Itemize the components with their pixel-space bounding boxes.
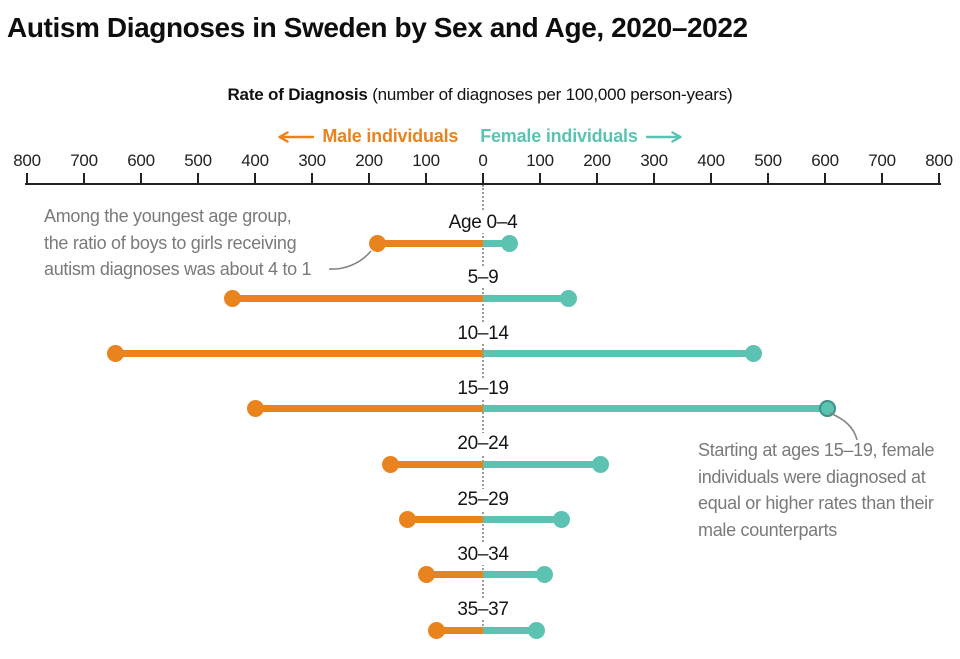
male-bar xyxy=(115,350,483,358)
male-bar xyxy=(407,516,483,523)
x-axis-title: Rate of Diagnosis (number of diagnoses p… xyxy=(0,85,960,105)
age-group-label: 15–19 xyxy=(452,377,514,399)
age-group-label: 20–24 xyxy=(452,433,514,455)
left-arrow-icon xyxy=(278,130,315,143)
axis-tick-mark xyxy=(482,173,484,183)
female-bar xyxy=(483,516,562,523)
axis-tick-mark xyxy=(83,173,85,183)
chart-title: Autism Diagnoses in Sweden by Sex and Ag… xyxy=(7,12,748,43)
axis-tick-mark xyxy=(197,173,199,183)
annotation-line: Among the youngest age group, xyxy=(44,206,292,226)
x-axis-line xyxy=(25,183,941,185)
axis-tick-mark xyxy=(767,173,769,183)
axis-tick-mark xyxy=(596,173,598,183)
male-dot xyxy=(427,621,445,639)
female-dot xyxy=(501,234,519,252)
female-bar xyxy=(483,571,545,579)
axis-tick-mark xyxy=(653,173,655,183)
x-axis-title-rest: (number of diagnoses per 100,000 person-… xyxy=(367,85,733,104)
male-bar xyxy=(436,626,483,634)
axis-tick-label: 400 xyxy=(697,151,725,170)
male-dot xyxy=(381,455,399,473)
age-group-label: Age 0–4 xyxy=(443,212,523,233)
axis-tick-mark xyxy=(254,173,256,183)
female-dot xyxy=(527,621,545,639)
age-group-label: 35–37 xyxy=(452,599,514,621)
annotation-line: the ratio of boys to girls receiving xyxy=(44,232,297,253)
female-bar xyxy=(483,626,536,634)
annotation-youngest-group: Among the youngest age group, the ratio … xyxy=(44,203,312,283)
male-bar xyxy=(255,405,483,413)
axis-tick-mark xyxy=(140,173,142,183)
axis-tick-mark xyxy=(425,173,427,183)
male-bar xyxy=(377,239,483,247)
age-group-label: 5–9 xyxy=(462,267,504,289)
male-dot xyxy=(223,289,241,307)
axis-tick-label: 300 xyxy=(640,151,668,170)
age-group-label: 25–29 xyxy=(452,488,514,510)
axis-tick-mark xyxy=(824,173,826,183)
axis-tick-mark xyxy=(710,173,712,183)
legend-female-label: Female individuals xyxy=(480,126,638,146)
annotation-line: male counterparts xyxy=(698,519,837,540)
axis-tick-label: 600 xyxy=(127,151,155,170)
female-bar xyxy=(483,350,754,358)
annotation-connector-left xyxy=(328,250,372,270)
axis-tick-label: 200 xyxy=(355,151,383,170)
axis-tick-label: 300 xyxy=(298,151,326,170)
female-bar xyxy=(483,239,510,247)
male-dot xyxy=(417,566,435,584)
axis-tick-label: 700 xyxy=(70,151,98,170)
male-dot xyxy=(106,345,124,363)
annotation-line: individuals were diagnosed at xyxy=(698,466,926,487)
female-dot xyxy=(536,566,554,584)
axis-tick-mark xyxy=(881,173,883,183)
axis-tick-label: 800 xyxy=(925,151,953,170)
male-dot xyxy=(369,234,387,252)
axis-tick-label: 600 xyxy=(811,151,839,170)
axis-tick-label: 200 xyxy=(583,151,611,170)
axis-tick-mark xyxy=(311,173,313,183)
axis-tick-label: 100 xyxy=(526,151,554,170)
right-arrow-icon xyxy=(645,130,682,143)
male-dot xyxy=(398,511,416,528)
axis-tick-label: 500 xyxy=(184,151,212,170)
male-bar xyxy=(426,571,483,579)
legend-female: Female individuals xyxy=(480,126,683,147)
female-dot xyxy=(560,289,577,307)
female-dot xyxy=(552,511,570,528)
age-group-label: 10–14 xyxy=(452,322,514,344)
x-axis-title-bold: Rate of Diagnosis xyxy=(227,85,368,104)
axis-tick-mark xyxy=(938,173,940,183)
legend-male-label: Male individuals xyxy=(322,126,459,146)
male-dot xyxy=(246,400,264,418)
axis-tick-mark xyxy=(26,173,28,183)
female-bar xyxy=(483,405,828,413)
annotation-line: Starting at ages 15–19, female xyxy=(698,440,935,460)
axis-tick-mark xyxy=(539,173,541,183)
axis-tick-label: 700 xyxy=(868,151,896,170)
annotation-female-rates: Starting at ages 15–19, female individua… xyxy=(698,437,934,543)
female-dot xyxy=(592,455,610,473)
axis-tick-label: 100 xyxy=(412,151,440,170)
axis-tick-mark xyxy=(368,173,370,183)
axis-tick-label: 800 xyxy=(13,151,41,170)
annotation-connector-right xyxy=(829,412,858,441)
female-bar xyxy=(483,294,569,302)
axis-tick-label: 0 xyxy=(478,151,488,170)
female-dot xyxy=(745,345,763,363)
female-bar xyxy=(483,460,601,468)
annotation-line: equal or higher rates than their xyxy=(698,493,934,513)
male-bar xyxy=(232,294,483,302)
axis-tick-label: 400 xyxy=(241,151,269,170)
age-group-label: 30–34 xyxy=(452,543,514,565)
legend: Male individuals Female individuals xyxy=(0,126,960,147)
annotation-line: autism diagnoses was about 4 to 1 xyxy=(44,259,312,279)
axis-tick-label: 500 xyxy=(754,151,782,170)
male-bar xyxy=(390,460,483,468)
legend-male: Male individuals xyxy=(276,126,458,147)
